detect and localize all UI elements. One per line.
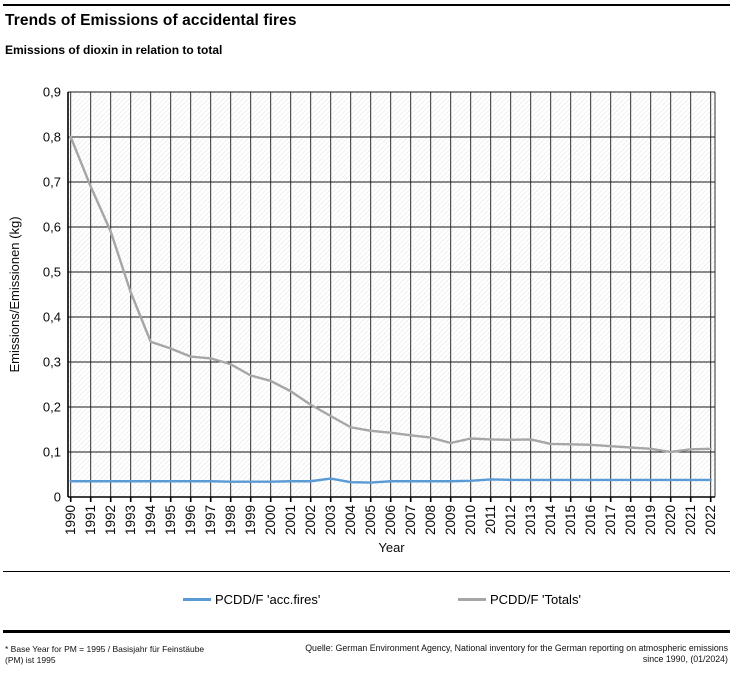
svg-text:1990: 1990 — [63, 505, 78, 535]
footnote-line2: (PM) ist 1995 — [5, 655, 56, 665]
svg-text:2021: 2021 — [683, 505, 698, 535]
svg-text:2010: 2010 — [463, 505, 478, 535]
svg-text:2017: 2017 — [603, 505, 618, 535]
page-title: Trends of Emissions of accidental fires — [5, 12, 297, 29]
series-line-1 — [69, 135, 712, 454]
svg-text:0,2: 0,2 — [43, 400, 61, 415]
svg-text:2015: 2015 — [563, 505, 578, 535]
svg-text:1993: 1993 — [123, 505, 138, 535]
legend-swatch-acc-fires-icon — [183, 597, 211, 601]
svg-text:1995: 1995 — [163, 505, 178, 535]
svg-text:0,1: 0,1 — [43, 445, 61, 460]
svg-text:0,6: 0,6 — [43, 220, 61, 235]
legend-item-totals: PCDD/F 'Totals' — [458, 590, 581, 608]
svg-text:0: 0 — [54, 490, 61, 505]
legend-swatch-totals-icon — [458, 597, 486, 601]
svg-text:2000: 2000 — [263, 505, 278, 535]
svg-text:2018: 2018 — [623, 505, 638, 535]
svg-text:0,9: 0,9 — [43, 85, 61, 100]
footnote-line1: * Base Year for PM = 1995 / Basisjahr fü… — [5, 644, 205, 654]
svg-text:2007: 2007 — [403, 505, 418, 535]
svg-text:0,8: 0,8 — [43, 130, 61, 145]
svg-text:0,3: 0,3 — [43, 355, 61, 370]
legend-divider — [3, 571, 730, 572]
svg-text:2014: 2014 — [543, 505, 558, 536]
svg-text:1999: 1999 — [243, 505, 258, 535]
page-subtitle: Emissions of dioxin in relation to total — [5, 43, 223, 57]
footer-divider — [3, 630, 730, 633]
svg-text:2016: 2016 — [583, 505, 598, 535]
svg-text:1998: 1998 — [223, 505, 238, 535]
svg-text:1992: 1992 — [103, 505, 118, 535]
plot-background — [68, 92, 715, 497]
svg-text:2012: 2012 — [503, 505, 518, 535]
footnote: * Base Year for PM = 1995 / Basisjahr fü… — [5, 644, 204, 666]
top-divider — [3, 4, 730, 6]
svg-text:2022: 2022 — [703, 505, 718, 535]
svg-text:0,4: 0,4 — [43, 310, 61, 325]
svg-text:2001: 2001 — [283, 505, 298, 535]
svg-text:2013: 2013 — [523, 505, 538, 535]
svg-text:2002: 2002 — [303, 505, 318, 535]
chart-legend: PCDD/F 'acc.fires' PCDD/F 'Totals' — [0, 590, 733, 608]
svg-text:2004: 2004 — [343, 505, 358, 536]
svg-text:1994: 1994 — [143, 505, 158, 536]
legend-label-totals: PCDD/F 'Totals' — [490, 591, 581, 607]
svg-text:1991: 1991 — [83, 505, 98, 535]
legend-label-acc-fires: PCDD/F 'acc.fires' — [215, 591, 321, 607]
x-axis-title: Year — [378, 540, 405, 555]
source-line1: Quelle: German Environment Agency, Natio… — [305, 643, 728, 653]
legend-item-acc-fires: PCDD/F 'acc.fires' — [183, 590, 320, 608]
svg-text:0,5: 0,5 — [43, 265, 61, 280]
source-line2: since 1990, (01/2024) — [642, 653, 728, 664]
axes — [67, 92, 716, 498]
svg-text:2019: 2019 — [643, 505, 658, 535]
svg-text:2006: 2006 — [383, 505, 398, 535]
svg-text:2003: 2003 — [323, 505, 338, 535]
svg-text:1997: 1997 — [203, 505, 218, 535]
svg-text:0,7: 0,7 — [43, 175, 61, 190]
source-attribution: Quelle: German Environment Agency, Natio… — [268, 643, 728, 664]
y-gridlines-and-ticks: 0 0,1 0,2 0,3 0,4 0,5 0,6 0,7 0,8 0,9 — [43, 85, 715, 505]
y-axis-title: Emissions/Emissionen (kg) — [7, 216, 22, 372]
svg-text:2009: 2009 — [443, 505, 458, 535]
svg-text:2008: 2008 — [423, 505, 438, 535]
svg-text:2020: 2020 — [663, 505, 678, 535]
series-line-0 — [69, 477, 712, 484]
svg-text:1996: 1996 — [183, 505, 198, 535]
x-gridlines-and-ticks: 1990 1991 1992 1993 1994 1995 1996 1997 1998 1999… — [63, 92, 718, 535]
line-chart: 0 0,1 0,2 0,3 0,4 0,5 0,6 0,7 0,8 0,9 1990 1991 1992… — [7, 85, 718, 556]
svg-text:2011: 2011 — [483, 505, 498, 534]
svg-text:2005: 2005 — [363, 505, 378, 535]
